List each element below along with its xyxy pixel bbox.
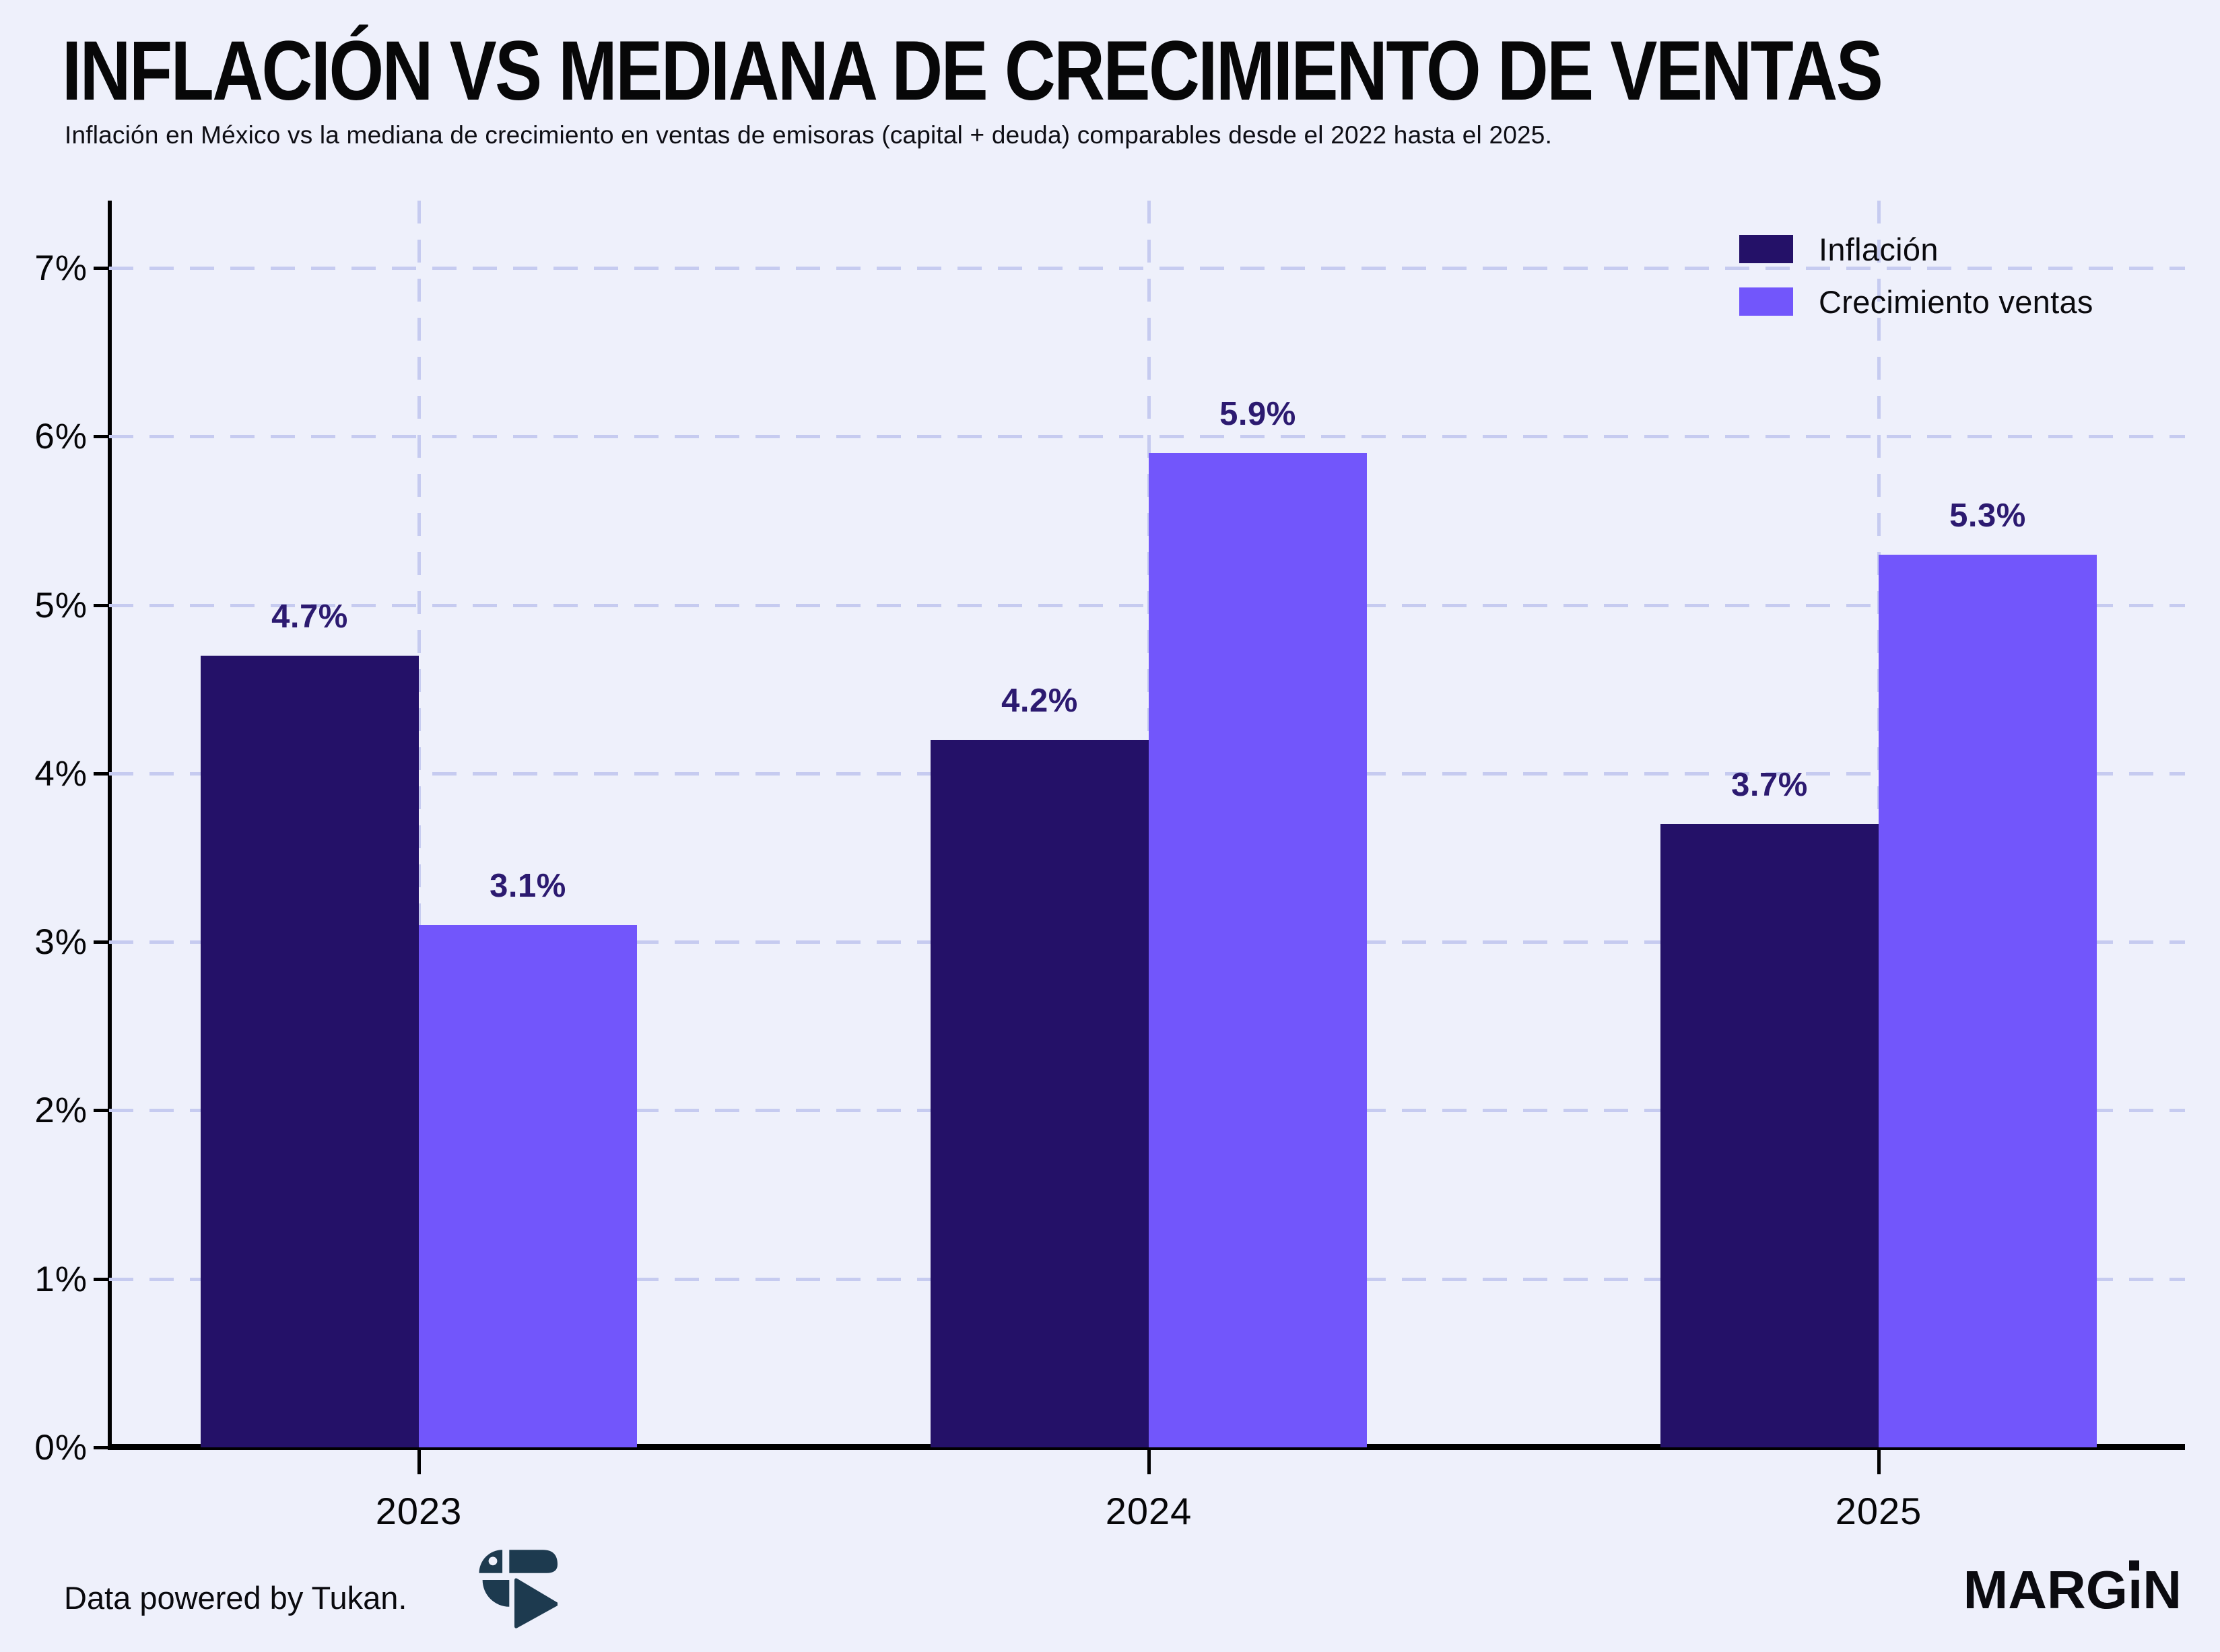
y-axis-tick-0% [94, 1446, 108, 1449]
page-title-text: INFLACIÓN VS MEDIANA DE CRECIMIENTO DE V… [62, 24, 1883, 118]
x-axis-label-2023: 2023 [375, 1490, 463, 1532]
y-axis-tick-2% [94, 1109, 108, 1113]
page-subtitle: Inflación en México vs la mediana de cre… [65, 121, 1553, 149]
legend-item-crecimiento: Crecimiento ventas [1739, 284, 2093, 320]
bar-2023-crecimiento-ventas [419, 925, 637, 1447]
margin-logo-suffix: N [2143, 1560, 2182, 1620]
bar-value-2025-inflación: 3.7% [1731, 767, 1808, 803]
bar-2025-inflación [1660, 824, 1879, 1447]
x-axis-tick-2023 [417, 1450, 421, 1474]
y-axis-line [108, 201, 112, 1447]
margin-logo-prefix: MARG [1963, 1560, 2128, 1620]
y-axis-tick-3% [94, 940, 108, 944]
margin-logo-i: ı [2127, 1560, 2143, 1620]
y-axis-label-0%: 0% [34, 1428, 88, 1468]
plot-area: 4.7% 4.2% 3.7% 3.1% 5.9% 5.3% [108, 201, 2185, 1450]
bar-value-2023-crecimiento-ventas: 3.1% [490, 868, 566, 905]
y-axis-tick-5% [94, 603, 108, 607]
y-axis-label-7%: 7% [34, 248, 88, 289]
y-axis-tick-1% [94, 1277, 108, 1281]
x-axis-label-2024: 2024 [1105, 1490, 1192, 1532]
bar-2025-crecimiento-ventas [1879, 554, 2097, 1447]
y-axis-label-3%: 3% [34, 922, 88, 963]
x-axis-label-2025: 2025 [1835, 1490, 1922, 1532]
y-axis-label-1%: 1% [34, 1259, 88, 1299]
data-credit: Data powered by Tukan. [64, 1580, 407, 1616]
gridline-5% [109, 603, 2185, 607]
page-title: INFLACIÓN VS MEDIANA DE CRECIMIENTO DE V… [62, 24, 2220, 118]
gridline-vertical-2023 [417, 201, 421, 1447]
legend-swatch-inflacion [1739, 235, 1793, 263]
legend-label-crecimiento: Crecimiento ventas [1819, 283, 2093, 320]
bar-2024-crecimiento-ventas [1149, 453, 1367, 1447]
y-axis-label-2%: 2% [34, 1091, 88, 1131]
margin-logo-i-dot [2128, 1560, 2139, 1571]
bar-value-2024-inflación: 4.2% [1001, 682, 1078, 719]
legend-label-inflacion: Inflación [1819, 231, 1939, 267]
y-axis-tick-4% [94, 771, 108, 776]
bar-2024-inflación [931, 739, 1149, 1447]
legend-item-inflacion: Inflación [1739, 232, 2093, 267]
legend: Inflación Crecimiento ventas [1739, 232, 2093, 339]
margin-logo: MARGı N [1963, 1559, 2182, 1621]
y-axis-label-5%: 5% [34, 585, 88, 625]
x-axis-tick-2025 [1877, 1450, 1881, 1474]
y-axis-label-6%: 6% [34, 417, 88, 457]
y-axis-label-4%: 4% [34, 753, 88, 794]
bar-value-2025-crecimiento-ventas: 5.3% [1949, 497, 2026, 534]
bar-2023-inflación [201, 655, 419, 1447]
y-axis-tick-6% [94, 435, 108, 439]
bar-value-2023-inflación: 4.7% [271, 598, 348, 635]
bar-value-2024-crecimiento-ventas: 5.9% [1219, 396, 1296, 433]
gridline-6% [109, 435, 2185, 439]
tukan-bird-icon [479, 1550, 558, 1628]
x-axis-tick-2024 [1147, 1450, 1151, 1474]
y-axis-tick-7% [94, 267, 108, 271]
gridline-7% [109, 267, 2185, 271]
legend-swatch-crecimiento [1739, 287, 1793, 316]
